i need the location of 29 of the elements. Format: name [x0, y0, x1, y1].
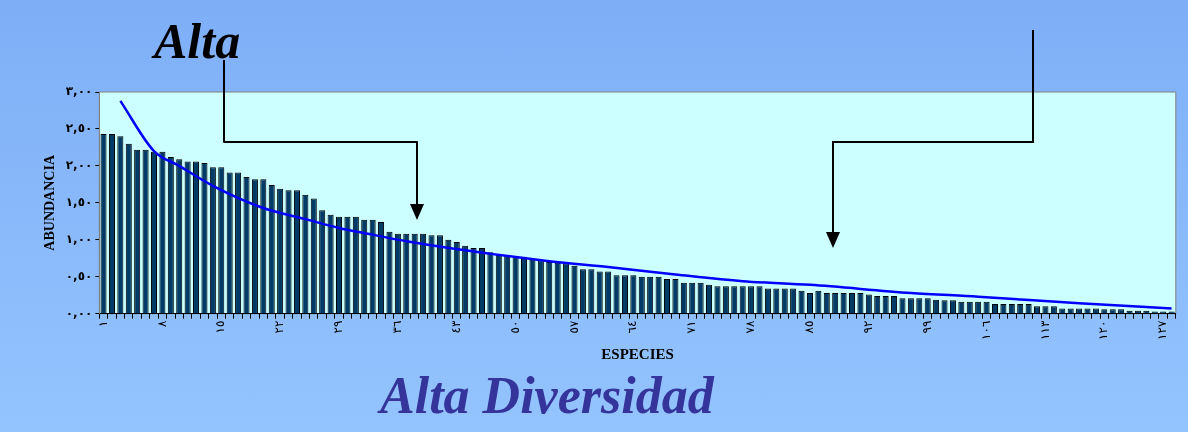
line-series: [119, 99, 1173, 310]
x-tick-label: ١: [95, 320, 110, 328]
y-axis-title: ABUNDANCIA: [42, 154, 58, 251]
x-tick-label: ٥٧: [566, 320, 581, 334]
x-axis-title: ESPECIES: [601, 345, 674, 362]
x-tick-label: ١٢٧: [1155, 320, 1170, 341]
x-tick-label: ١٥: [213, 320, 228, 334]
x-tick-label: ٣٦: [390, 320, 405, 334]
x-tick-label: ٨: [154, 320, 169, 328]
x-tick-label: ٩٩: [919, 320, 934, 334]
y-tick-label: ٢,٥٠: [65, 121, 93, 136]
y-tick-label: ٣,٠٠: [65, 84, 93, 99]
x-tick-label: ٥٠: [507, 320, 522, 334]
x-tick-label: ١٢٠: [1096, 320, 1111, 341]
x-tick-label: ٨٥: [802, 320, 817, 334]
x-tick-label: ٦٤: [625, 320, 640, 334]
y-tick-label: ١,٠٠: [65, 231, 93, 246]
y-tick-label: ٢,٠٠: [65, 158, 93, 173]
x-tick-label: ٧١: [684, 320, 699, 334]
y-tick-label: ١,٥٠: [65, 194, 93, 209]
x-tick-label: ٩٢: [860, 320, 875, 334]
x-tick-label: ١٠٦: [978, 320, 993, 341]
x-tick-label: ٢٢: [272, 320, 287, 334]
x-tick-label: ٧٨: [743, 320, 758, 334]
y-tick-label: ٠,٥٠: [65, 268, 93, 283]
x-tick-label: ١١٣: [1037, 320, 1052, 341]
x-tick-label: ٤٣: [448, 320, 463, 334]
y-tick-label: ٠,٠٠: [65, 305, 93, 320]
x-tick-label: ٢٩: [331, 320, 346, 334]
